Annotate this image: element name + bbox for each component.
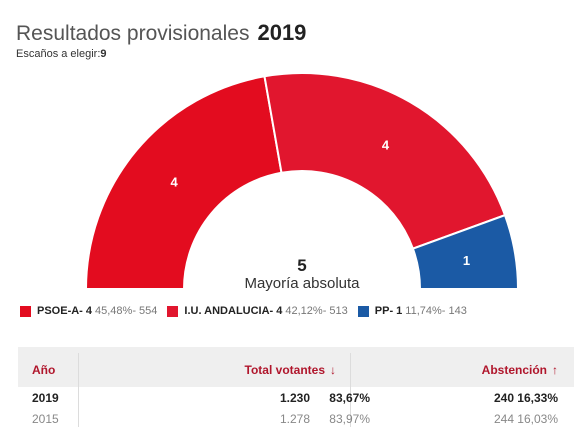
legend-swatch-iu [167,305,179,317]
seats-info: Escaños a elegir:9 [16,48,107,60]
table-row: 2019 1.230 83,67% 240 16,33% [18,387,574,408]
title-year: 2019 [257,20,307,45]
legend-name-iu: I.U. ANDALUCIA- 4 [184,305,283,317]
legend-item-psoe: PSOE-A- 4 45,48%- 554 [20,305,157,317]
parliament-semicircle-chart: 4 4 1 [84,72,520,290]
legend-detail-iu: 42,12%- 513 [285,305,348,317]
header-abstention[interactable]: Abstención ↑ [482,363,558,377]
slice-seats-label: 1 [463,253,470,268]
seats-label: Escaños a elegir: [16,48,101,60]
cell-abstention: 244 [493,412,514,426]
cell-abstention-pct: 16,33% [517,391,558,405]
cell-year: 2015 [32,412,59,426]
header-year: Año [32,363,56,377]
cell-voters-pct: 83,67% [329,391,370,405]
slice-seats-label: 4 [382,137,390,152]
slice-i-u-andalucia[interactable] [263,72,507,250]
turnout-table: Año Total votantes ↓ Abstención ↑ 2019 1.2… [18,347,574,429]
header-total-voters-label: Total votantes [244,363,325,377]
table-header: Año Total votantes ↓ Abstención ↑ [18,347,574,427]
cell-voters: 1.278 [279,412,310,426]
header-abstention-label: Abstención [481,363,547,377]
title-text: Resultados provisionales 2019 [16,20,307,45]
majority-value: 5 [297,256,307,275]
legend-name-pp: PP- 1 [374,305,403,317]
sort-up-icon: ↑ [552,363,558,377]
page-title: Resultados provisionales 2019 [16,20,306,46]
title-label: Resultados provisionales [16,22,250,45]
cell-voters-pct: 83,97% [329,412,370,426]
legend-detail-psoe: 45,48%- 554 [95,305,158,317]
cell-abstention-pct: 16,03% [517,412,558,426]
chart-legend: PSOE-A- 4 45,48%- 554 I.U. ANDALUCIA- 4 … [20,305,477,317]
legend-name-psoe: PSOE-A- 4 [37,305,93,317]
legend-item-iu: I.U. ANDALUCIA- 4 42,12%- 513 [167,305,348,317]
seats-value: 9 [100,48,107,60]
majority-label: Mayoría absoluta [244,275,360,292]
legend-item-pp: PP- 1 11,74%- 143 [357,305,467,317]
column-divider [350,353,351,427]
slice-pp[interactable] [411,213,520,290]
cell-abstention: 240 [493,391,514,405]
cell-voters: 1.230 [279,391,310,405]
slice-psoe-a[interactable] [84,75,283,290]
legend-swatch-pp [357,305,369,317]
slice-seats-label: 4 [170,175,178,190]
legend-detail-pp: 11,74%- 143 [405,305,467,317]
cell-year: 2019 [32,391,59,405]
header-total-voters[interactable]: Total votantes ↓ [245,363,336,377]
table-row: 2015 1.278 83,97% 244 16,03% [18,408,574,429]
column-divider [78,353,79,427]
legend-swatch-psoe [20,305,31,317]
sort-down-icon: ↓ [330,363,336,377]
